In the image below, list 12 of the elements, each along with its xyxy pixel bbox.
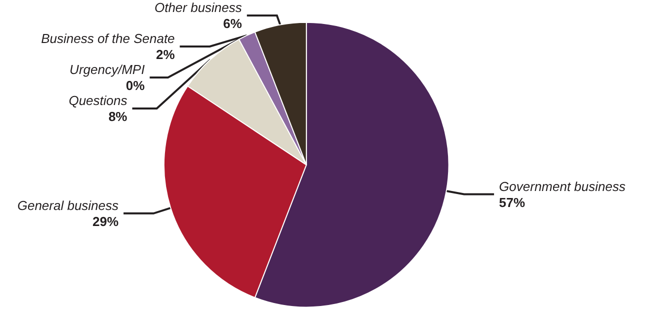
text: 0%: [126, 78, 145, 93]
slice-label: General business: [17, 198, 120, 213]
slice-label: Other business: [154, 0, 242, 15]
category-label: Urgency/MPI: [70, 62, 145, 77]
data-label: 6%: [223, 16, 242, 31]
data-label: 2%: [156, 47, 176, 62]
data-label: 29%: [92, 214, 119, 229]
slice-label: Government business: [499, 178, 626, 194]
data-label: 8%: [108, 109, 128, 124]
data-label: 57%: [499, 194, 526, 210]
slice-label: Questions: [68, 93, 128, 108]
slice-label: Business of the Senate: [41, 31, 175, 46]
